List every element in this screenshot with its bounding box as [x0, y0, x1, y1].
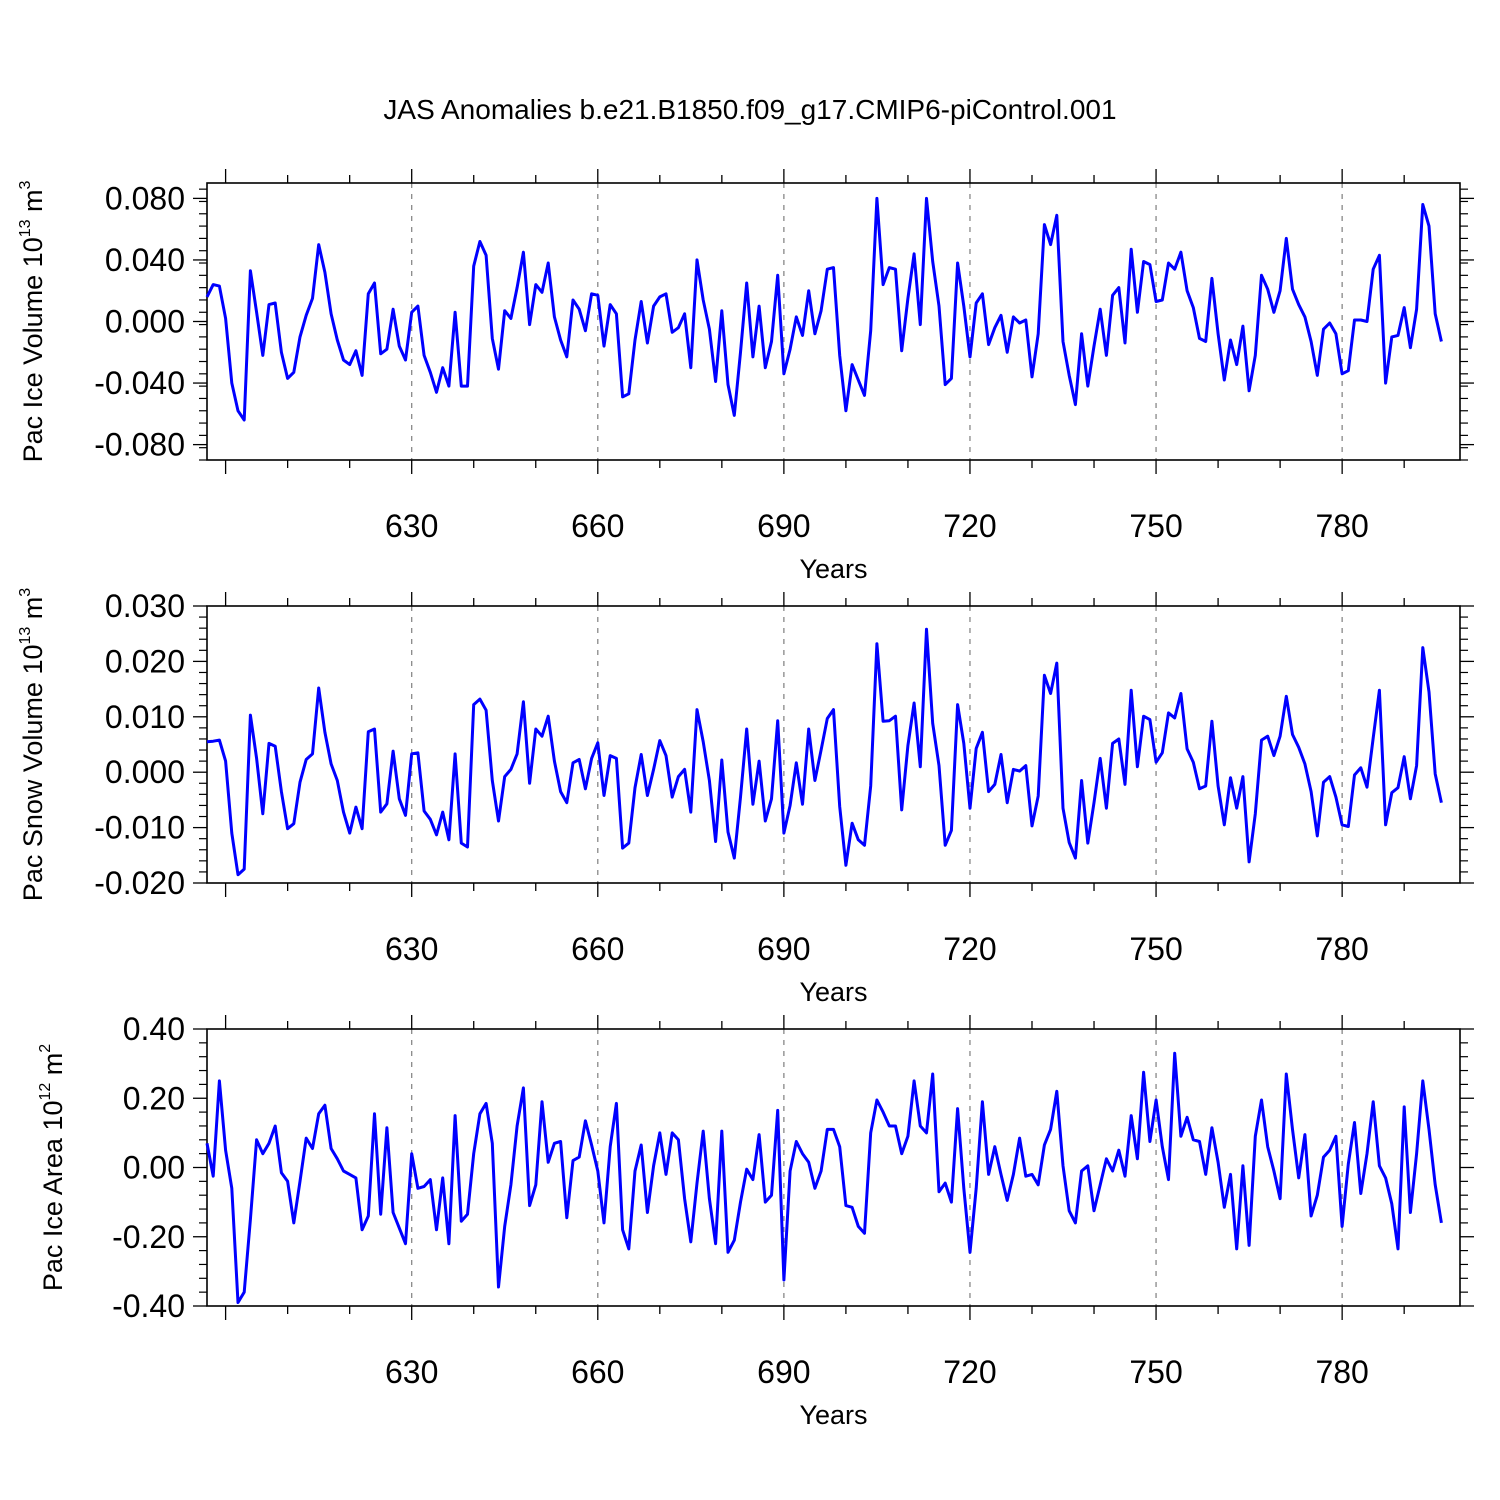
y-axis-label-exponent: 3 — [17, 180, 34, 189]
chart-panel-1: -0.080 -0.040 0.000 0.040 0.080 630 660 690 720 7… — [17, 169, 1474, 584]
series-line — [206, 627, 1443, 877]
y-tick-label: -0.010 — [94, 810, 185, 846]
x-tick-label: 720 — [943, 1354, 996, 1390]
y-tick-label: 0.000 — [105, 304, 185, 340]
series-line — [205, 1051, 1443, 1304]
y-axis-label-text: m — [38, 1053, 68, 1083]
y-tick-label: -0.040 — [94, 365, 185, 401]
x-axis-label: Years — [799, 1400, 867, 1430]
chart-title: JAS Anomalies b.e21.B1850.f09_g17.CMIP6-… — [383, 94, 1116, 125]
x-tick-label: 780 — [1315, 508, 1368, 544]
x-tick-label: 630 — [385, 931, 438, 967]
y-axis-label: Pac Ice Area 1012 m2 — [37, 1044, 68, 1291]
y-axis-label-text: m — [18, 189, 48, 219]
y-axis-label-exponent: 12 — [37, 1083, 54, 1101]
y-axis-label-exponent: 2 — [37, 1044, 54, 1053]
series-line — [205, 196, 1443, 422]
x-tick-label: 780 — [1315, 1354, 1368, 1390]
chart-panel-2: -0.020 -0.010 0.000 0.010 0.020 0.030 630 660 69… — [17, 588, 1474, 1007]
x-tick-label: 690 — [757, 931, 810, 967]
y-tick-label: -0.080 — [94, 427, 185, 463]
y-tick-label: -0.20 — [112, 1219, 185, 1255]
x-tick-label: 780 — [1315, 931, 1368, 967]
y-axis-label-exponent: 13 — [17, 627, 34, 645]
y-tick-label: 0.00 — [123, 1150, 185, 1186]
x-tick-label: 660 — [571, 508, 624, 544]
y-axis-label: Pac Ice Volume 1013 m3 — [17, 180, 48, 462]
y-axis-label-text: Pac Ice Volume 10 — [18, 237, 48, 462]
y-tick-label: 0.030 — [105, 588, 185, 624]
plot-frame — [206, 605, 1461, 884]
y-tick-label: -0.020 — [94, 865, 185, 901]
chart-panel-3: -0.40 -0.20 0.00 0.20 0.40 630 660 690 720 750 780… — [37, 1011, 1474, 1430]
y-axis-label-exponent: 3 — [17, 588, 34, 597]
x-tick-label: 660 — [571, 1354, 624, 1390]
x-tick-label: 660 — [571, 931, 624, 967]
x-tick-label: 690 — [757, 508, 810, 544]
y-tick-label: -0.40 — [112, 1288, 185, 1324]
x-axis-label: Years — [799, 977, 867, 1007]
x-tick-label: 630 — [385, 1354, 438, 1390]
y-tick-label: 0.40 — [123, 1011, 185, 1047]
x-axis-label: Years — [799, 554, 867, 584]
y-axis-label: Pac Snow Volume 1013 m3 — [17, 588, 48, 901]
chart-panels: -0.080 -0.040 0.000 0.040 0.080 630 660 690 720 7… — [17, 169, 1474, 1430]
y-tick-label: 0.20 — [123, 1080, 185, 1116]
x-tick-label: 750 — [1129, 931, 1182, 967]
y-tick-label: 0.020 — [105, 643, 185, 679]
y-axis-label-exponent: 13 — [17, 219, 34, 237]
y-axis-label-text: Pac Snow Volume 10 — [18, 645, 48, 902]
x-tick-label: 630 — [385, 508, 438, 544]
y-axis-label-text: Pac Ice Area 10 — [38, 1101, 68, 1292]
y-tick-label: 0.010 — [105, 699, 185, 735]
y-tick-label: 0.000 — [105, 754, 185, 790]
y-tick-label: 0.080 — [105, 180, 185, 216]
x-tick-label: 720 — [943, 931, 996, 967]
x-tick-label: 750 — [1129, 1354, 1182, 1390]
y-axis-label-text: m — [18, 597, 48, 627]
x-tick-label: 720 — [943, 508, 996, 544]
x-tick-label: 750 — [1129, 508, 1182, 544]
x-tick-label: 690 — [757, 1354, 810, 1390]
y-tick-label: 0.040 — [105, 242, 185, 278]
